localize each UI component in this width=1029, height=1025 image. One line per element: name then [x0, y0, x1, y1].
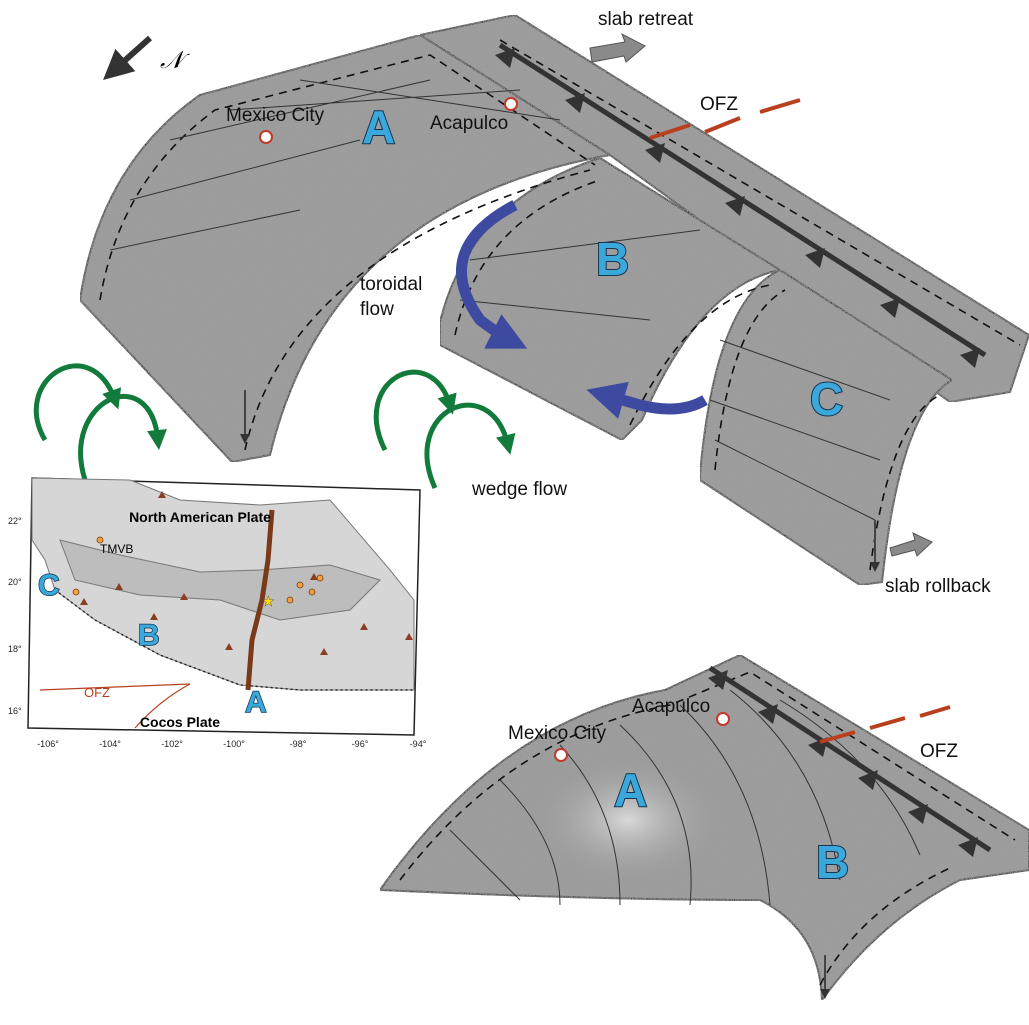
lat-label: 18°: [8, 644, 22, 654]
svg-text:★: ★: [262, 593, 275, 609]
ofz-label: OFZ: [920, 741, 958, 762]
lon-label: -98°: [290, 739, 307, 749]
slab-retreat: slab retreat: [598, 9, 694, 30]
segment: A: [245, 686, 267, 719]
segment: C: [810, 373, 843, 425]
rollback-arrow: [890, 533, 932, 556]
lon-label: -96°: [352, 739, 369, 749]
segment: B: [138, 619, 160, 652]
ofz-label: OFZ: [700, 94, 738, 115]
segment: A: [614, 764, 647, 816]
wedge-flow: wedge flow: [471, 479, 567, 500]
toroidal-flow: toroidal: [360, 274, 422, 295]
inset-map: ★ North American Plate TMVB C B A OFZ Co…: [8, 478, 427, 749]
north-arrow: 𝒩: [112, 38, 190, 74]
retreat-arrow: [590, 34, 645, 62]
lon-label: -100°: [223, 739, 245, 749]
segment: B: [816, 836, 849, 888]
lat-label: 22°: [8, 516, 22, 526]
city: Acapulco: [632, 696, 710, 717]
segment: C: [38, 569, 60, 602]
segment: B: [596, 233, 629, 285]
figure: 𝒩 slab retreat OFZ Mexico City Acapulco …: [0, 0, 1029, 1025]
plate-label: North American Plate: [129, 509, 271, 525]
city: Mexico City: [226, 105, 325, 126]
segment: A: [362, 101, 395, 153]
lower-model: Mexico City Acapulco A B OFZ: [380, 655, 1029, 1000]
city: Mexico City: [508, 723, 607, 744]
lon-label: -94°: [410, 739, 427, 749]
city: Acapulco: [430, 113, 508, 134]
lat-label: 20°: [8, 577, 22, 587]
toroidal-flow: flow: [360, 299, 394, 320]
slab-rollback: slab rollback: [885, 576, 991, 597]
lon-label: -102°: [161, 739, 183, 749]
lat-label: 16°: [8, 706, 22, 716]
lon-label: -104°: [99, 739, 121, 749]
map-ofz: OFZ: [84, 685, 110, 700]
lon-label: -106°: [37, 739, 59, 749]
plate-label: Cocos Plate: [140, 714, 220, 730]
tmvb-label: TMVB: [100, 542, 133, 556]
north-label: 𝒩: [160, 47, 190, 74]
